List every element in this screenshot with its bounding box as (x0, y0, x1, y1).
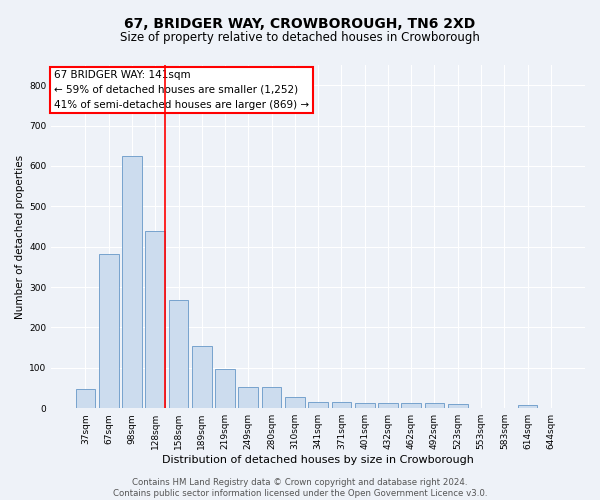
X-axis label: Distribution of detached houses by size in Crowborough: Distribution of detached houses by size … (162, 455, 474, 465)
Bar (448, 404, 467, 408)
Text: 67 BRIDGER WAY: 141sqm
← 59% of detached houses are smaller (1,252)
41% of semi-: 67 BRIDGER WAY: 141sqm ← 59% of detached… (54, 70, 309, 110)
Bar (332, 402, 352, 408)
Y-axis label: Number of detached properties: Number of detached properties (15, 154, 25, 318)
Bar (238, 387, 258, 408)
Bar (192, 346, 212, 408)
Text: 67, BRIDGER WAY, CROWBOROUGH, TN6 2XD: 67, BRIDGER WAY, CROWBOROUGH, TN6 2XD (124, 18, 476, 32)
Bar (308, 402, 328, 408)
Text: Size of property relative to detached houses in Crowborough: Size of property relative to detached ho… (120, 31, 480, 44)
Bar (425, 404, 445, 408)
Bar (215, 369, 235, 408)
Bar (262, 387, 281, 408)
Bar (76, 389, 95, 408)
Bar (169, 300, 188, 408)
Bar (122, 156, 142, 408)
Bar (145, 230, 165, 408)
Bar (355, 404, 374, 408)
Bar (518, 405, 538, 408)
Bar (285, 398, 305, 408)
Bar (99, 254, 119, 408)
Bar (401, 404, 421, 408)
Text: Contains HM Land Registry data © Crown copyright and database right 2024.
Contai: Contains HM Land Registry data © Crown c… (113, 478, 487, 498)
Bar (378, 404, 398, 408)
